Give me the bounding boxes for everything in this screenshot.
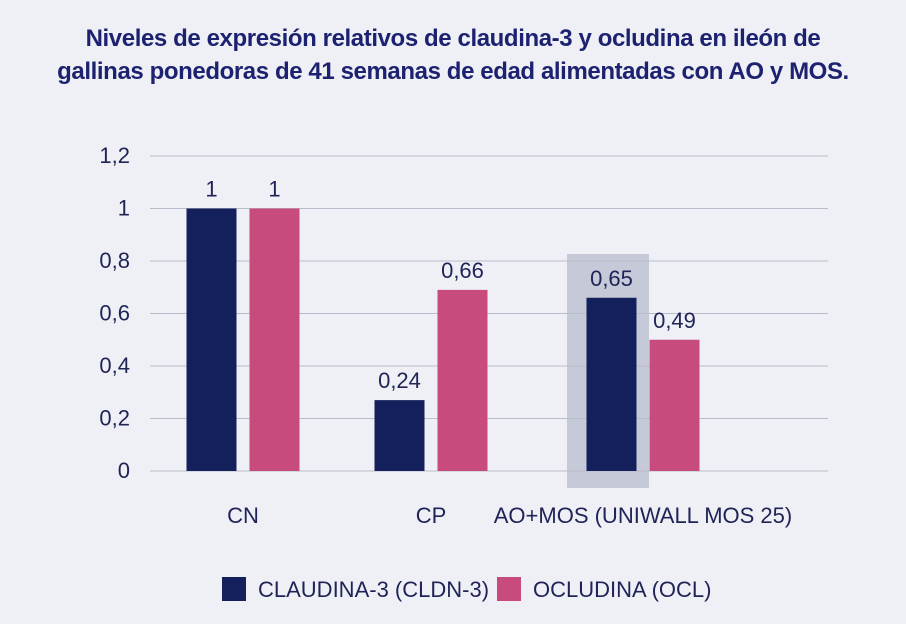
chart-title-line-2: gallinas ponedoras de 41 semanas de edad…: [57, 58, 849, 85]
x-category-label: CN: [227, 503, 259, 528]
legend-swatch-claudina: [222, 577, 246, 601]
data-label: 0,24: [378, 368, 421, 393]
bars: [186, 208, 700, 471]
data-label: 0,65: [590, 266, 633, 291]
y-axis-ticks: 0 0,2 0,4 0,6 0,8 1 1,2: [99, 143, 130, 483]
bar-claudina: [586, 297, 637, 471]
data-label: 1: [205, 177, 217, 202]
legend: CLAUDINA-3 (CLDN-3) OCLUDINA (OCL): [222, 577, 711, 602]
legend-swatch-ocludina: [497, 577, 521, 601]
legend-label-ocludina: OCLUDINA (OCL): [533, 577, 711, 602]
y-tick-label: 0: [118, 458, 130, 483]
bar-ocludina: [649, 339, 700, 471]
y-tick-label: 0,4: [99, 353, 130, 378]
bar-ocludina: [437, 289, 488, 471]
y-tick-label: 0,6: [99, 301, 130, 326]
data-labels: 1 0,24 0,65 1 0,66 0,49: [205, 177, 696, 394]
legend-label-claudina: CLAUDINA-3 (CLDN-3): [258, 577, 489, 602]
bar-claudina: [374, 400, 425, 471]
data-label: 0,66: [441, 258, 484, 283]
chart-title: Niveles de expresión relativos de claudi…: [0, 22, 906, 88]
bar-ocludina: [249, 208, 300, 471]
data-label: 1: [268, 177, 280, 202]
x-axis-categories: CN CP AO+MOS (UNIWALL MOS 25): [227, 503, 792, 528]
data-label: 0,49: [653, 308, 696, 333]
x-category-label: AO+MOS (UNIWALL MOS 25): [494, 503, 792, 528]
y-tick-label: 0,2: [99, 406, 130, 431]
y-tick-label: 0,8: [99, 248, 130, 273]
y-tick-label: 1: [118, 196, 130, 221]
chart-title-line-1: Niveles de expresión relativos de claudi…: [85, 25, 821, 52]
x-category-label: CP: [416, 503, 447, 528]
bar-claudina: [186, 208, 237, 471]
y-tick-label: 1,2: [99, 143, 130, 168]
